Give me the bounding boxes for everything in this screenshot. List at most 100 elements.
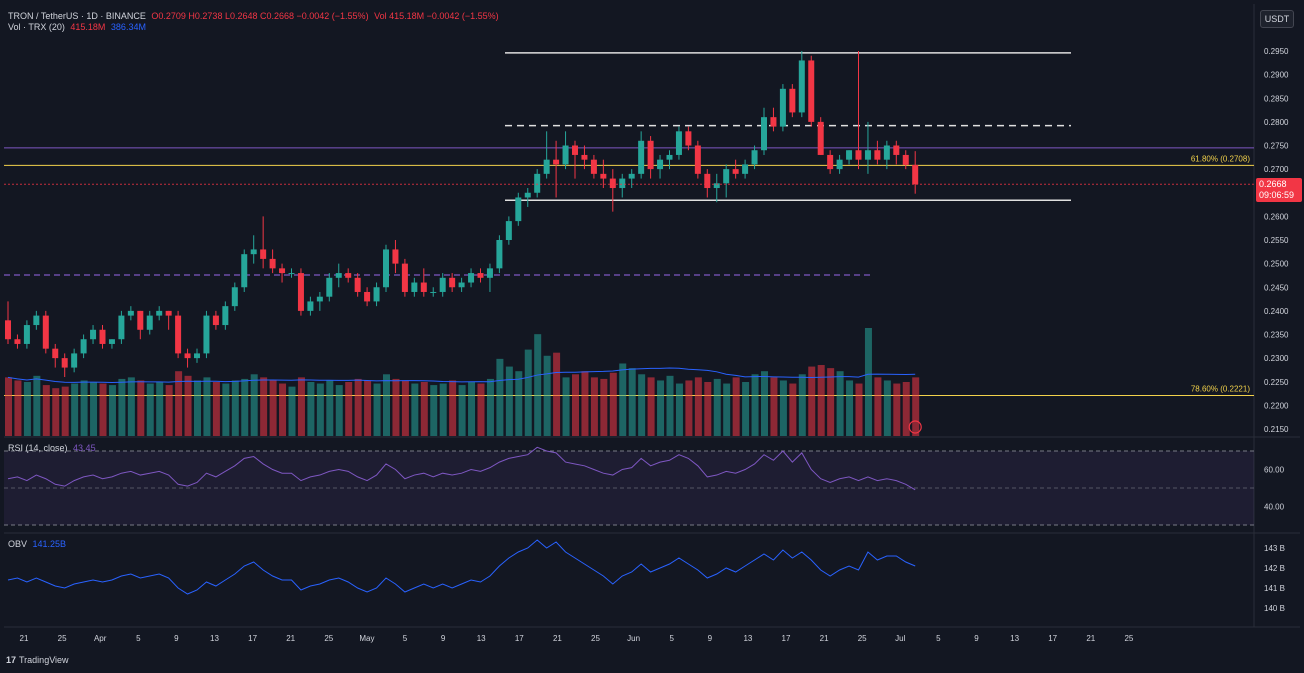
currency-button[interactable]: USDT	[1260, 10, 1294, 28]
volume-bar	[902, 382, 910, 436]
symbol-legend: TRON / TetherUS · 1D · BINANCE O0.2709 H…	[8, 11, 502, 22]
volume-bar	[893, 383, 901, 436]
candle-body	[515, 197, 522, 222]
candle-body	[524, 192, 531, 198]
volume-bar	[165, 385, 173, 436]
flash-icon	[908, 420, 922, 434]
time-tick-label: 13	[477, 634, 486, 643]
time-tick-label: May	[359, 634, 374, 643]
candle-body	[468, 273, 475, 283]
candle-body	[165, 310, 172, 316]
current-price: 0.2668	[1259, 179, 1287, 189]
volume-bar	[401, 380, 409, 436]
volume-bar	[827, 368, 835, 436]
candle-body	[789, 88, 796, 113]
candle-body	[486, 268, 493, 278]
price-tick-label: 0.2150	[1264, 425, 1289, 434]
volume-ma-value-1: 415.18M	[70, 22, 106, 32]
time-tick-label: 21	[820, 634, 829, 643]
obv-value: 141.25B	[32, 539, 67, 549]
volume-bar	[836, 371, 844, 436]
volume-bar	[685, 380, 693, 436]
chart-frame	[4, 4, 1300, 667]
candle-body	[146, 315, 153, 330]
candle-body	[108, 339, 115, 344]
volume-bar	[241, 378, 249, 436]
volume-bar	[99, 383, 107, 436]
volume-bar	[23, 382, 31, 436]
obv-tick-label: 140 B	[1264, 604, 1285, 613]
obv-label[interactable]: OBV	[8, 539, 28, 549]
candle-body	[335, 273, 342, 278]
symbol-title[interactable]: TRON / TetherUS · 1D · BINANCE	[8, 11, 146, 21]
volume-bar	[657, 380, 665, 436]
volume-bar	[137, 380, 145, 436]
time-tick-label: 25	[58, 634, 67, 643]
tradingview-logo[interactable]: 17 TradingView	[6, 655, 69, 665]
volume-bar	[383, 374, 390, 436]
volume-bar	[477, 383, 485, 436]
time-tick-label: 21	[20, 634, 29, 643]
volume-value: Vol 415.18M −0.0042 (−1.55%)	[374, 11, 499, 21]
price-tick-label: 0.2950	[1264, 47, 1289, 56]
volume-bar	[14, 380, 22, 436]
candle-body	[80, 339, 87, 354]
fib-level-label: 61.80% (0.2708)	[1191, 154, 1250, 163]
price-tick-label: 0.2300	[1264, 354, 1289, 363]
candle-body	[212, 315, 219, 326]
volume-bar	[335, 385, 343, 436]
ohlc-values: O0.2709 H0.2738 L0.2648 C0.2668 −0.0042 …	[151, 11, 369, 21]
candle-body	[761, 117, 767, 151]
candle-body	[5, 320, 11, 340]
candle-body	[118, 315, 125, 340]
volume-bar	[562, 377, 570, 436]
candle-body	[723, 169, 730, 184]
time-tick-label: 9	[974, 634, 979, 643]
candle-body	[836, 159, 843, 170]
volume-bar	[269, 380, 277, 436]
price-tick-label: 0.2850	[1264, 94, 1289, 103]
volume-bar	[572, 374, 579, 436]
volume-bar	[628, 368, 636, 436]
candle-body	[675, 131, 682, 155]
volume-legend: Vol · TRX (20) 415.18M 386.34M	[8, 22, 149, 33]
candle-body	[184, 353, 191, 359]
time-tick-label: Jul	[895, 634, 905, 643]
candle-body	[250, 249, 257, 255]
volume-bar	[156, 382, 164, 436]
volume-bar	[732, 377, 740, 436]
candle-body	[307, 301, 314, 311]
candle-body	[846, 150, 853, 160]
time-tick-label: 5	[936, 634, 941, 643]
obv-tick-label: 143 B	[1264, 544, 1285, 553]
candle-body	[657, 159, 664, 170]
price-tick-label: 0.2700	[1264, 165, 1289, 174]
candle-body	[704, 173, 711, 189]
candle-body	[713, 183, 720, 189]
candle-body	[751, 150, 758, 165]
volume-ma-label[interactable]: Vol · TRX (20)	[8, 22, 65, 32]
candle-body	[855, 150, 862, 160]
candle-body	[383, 249, 389, 288]
volume-bar	[694, 377, 702, 436]
price-tick-label: 0.2900	[1264, 71, 1289, 80]
tradingview-logo-icon: 17	[6, 655, 17, 665]
volume-bar	[638, 374, 646, 436]
candle-body	[241, 254, 248, 288]
candle-body	[99, 329, 106, 344]
volume-bar	[912, 377, 920, 436]
candle-body	[543, 159, 550, 174]
volume-bar	[5, 377, 12, 436]
candle-body	[808, 60, 815, 122]
volume-bar	[534, 334, 542, 436]
candle-body	[279, 268, 286, 274]
volume-bar	[496, 358, 504, 436]
volume-bar	[468, 382, 476, 436]
rsi-label[interactable]: RSI (14, close)	[8, 443, 68, 453]
volume-bar	[486, 378, 494, 436]
candle-body	[23, 325, 30, 344]
time-tick-label: 5	[136, 634, 141, 643]
time-tick-label: Apr	[94, 634, 107, 643]
obv-legend: OBV 141.25B	[8, 539, 69, 550]
